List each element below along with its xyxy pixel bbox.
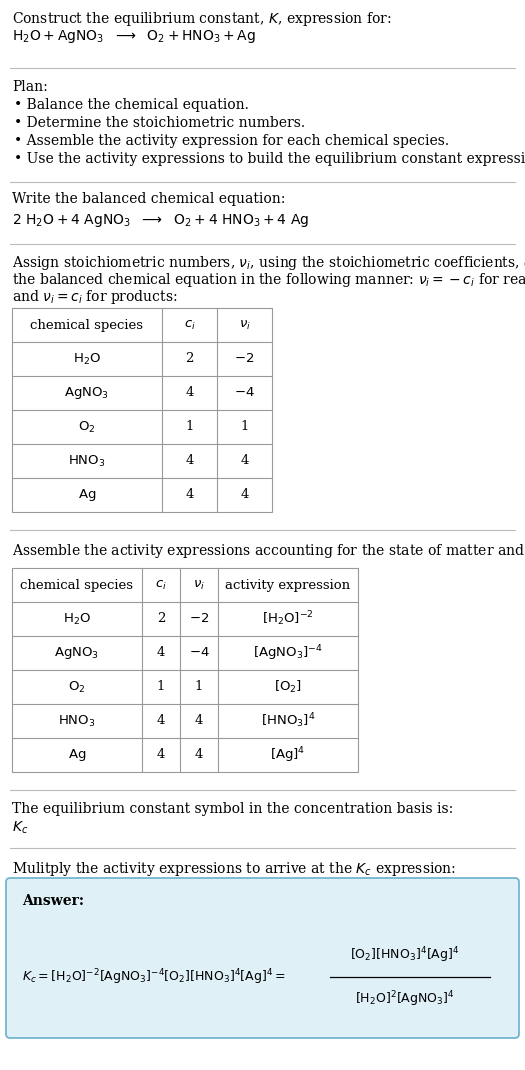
Text: $[\mathrm{O_2}] [\mathrm{HNO_3}]^4 [\mathrm{Ag}]^4$: $[\mathrm{O_2}] [\mathrm{HNO_3}]^4 [\mat… [350, 945, 460, 965]
Text: the balanced chemical equation in the following manner: $\nu_i = -c_i$ for react: the balanced chemical equation in the fo… [12, 271, 525, 289]
Text: $\mathrm{H_2O}$: $\mathrm{H_2O}$ [73, 351, 101, 367]
Text: 4: 4 [157, 715, 165, 728]
Text: Construct the equilibrium constant, $K$, expression for:: Construct the equilibrium constant, $K$,… [12, 10, 392, 28]
Text: 4: 4 [195, 749, 203, 762]
Text: • Assemble the activity expression for each chemical species.: • Assemble the activity expression for e… [14, 134, 449, 148]
Text: $[\mathrm{O_2}]$: $[\mathrm{O_2}]$ [274, 679, 302, 696]
Text: $\mathrm{H_2O}$: $\mathrm{H_2O}$ [63, 611, 91, 627]
Text: chemical species: chemical species [20, 579, 133, 592]
Text: $\mathrm{O_2}$: $\mathrm{O_2}$ [78, 419, 96, 434]
Text: 1: 1 [185, 421, 194, 433]
Text: The equilibrium constant symbol in the concentration basis is:: The equilibrium constant symbol in the c… [12, 802, 453, 816]
Text: Answer:: Answer: [22, 895, 84, 908]
Text: Mulitply the activity expressions to arrive at the $K_c$ expression:: Mulitply the activity expressions to arr… [12, 860, 456, 878]
Text: 1: 1 [195, 681, 203, 693]
Text: $-2$: $-2$ [189, 612, 209, 626]
Text: • Use the activity expressions to build the equilibrium constant expression.: • Use the activity expressions to build … [14, 152, 525, 166]
Text: chemical species: chemical species [30, 319, 143, 332]
Text: $-4$: $-4$ [188, 646, 209, 659]
Text: 4: 4 [240, 455, 249, 468]
Text: $\mathrm{HNO_3}$: $\mathrm{HNO_3}$ [68, 454, 106, 469]
Text: $\mathrm{2\ H_2O + 4\ AgNO_3 \ \ \longrightarrow \ \ O_2 + 4\ HNO_3 + 4\ Ag}$: $\mathrm{2\ H_2O + 4\ AgNO_3 \ \ \longri… [12, 212, 309, 229]
Text: $\mathrm{H_2O + AgNO_3 \ \ \longrightarrow \ \ O_2 + HNO_3 + Ag}$: $\mathrm{H_2O + AgNO_3 \ \ \longrightarr… [12, 28, 256, 45]
FancyBboxPatch shape [6, 878, 519, 1038]
Text: Assemble the activity expressions accounting for the state of matter and $\nu_i$: Assemble the activity expressions accoun… [12, 542, 525, 560]
Text: Write the balanced chemical equation:: Write the balanced chemical equation: [12, 192, 286, 207]
Bar [12, 568, 358, 771]
Text: and $\nu_i = c_i$ for products:: and $\nu_i = c_i$ for products: [12, 288, 177, 306]
Text: $\mathrm{Ag}$: $\mathrm{Ag}$ [78, 487, 96, 503]
Text: $c_i$: $c_i$ [184, 319, 195, 332]
Text: 4: 4 [195, 715, 203, 728]
Text: 2: 2 [185, 352, 194, 366]
Text: $\mathrm{HNO_3}$: $\mathrm{HNO_3}$ [58, 714, 96, 729]
Text: $\nu_i$: $\nu_i$ [238, 319, 250, 332]
Text: • Determine the stoichiometric numbers.: • Determine the stoichiometric numbers. [14, 116, 305, 129]
Text: 2: 2 [157, 612, 165, 626]
Text: 1: 1 [240, 421, 249, 433]
Text: $\mathrm{Ag}$: $\mathrm{Ag}$ [68, 747, 86, 763]
Text: $\mathrm{AgNO_3}$: $\mathrm{AgNO_3}$ [55, 645, 100, 661]
Text: activity expression: activity expression [225, 579, 351, 592]
Text: $c_i$: $c_i$ [155, 579, 167, 592]
Text: Assign stoichiometric numbers, $\nu_i$, using the stoichiometric coefficients, $: Assign stoichiometric numbers, $\nu_i$, … [12, 254, 525, 272]
Text: 4: 4 [185, 489, 194, 502]
Text: $K_c = [\mathrm{H_2O}]^{-2} [\mathrm{AgNO_3}]^{-4} [\mathrm{O_2}] [\mathrm{HNO_3: $K_c = [\mathrm{H_2O}]^{-2} [\mathrm{AgN… [22, 967, 286, 987]
Text: 4: 4 [157, 749, 165, 762]
Text: 4: 4 [185, 386, 194, 399]
Text: $\mathrm{O_2}$: $\mathrm{O_2}$ [68, 679, 86, 694]
Text: $[\mathrm{Ag}]^4$: $[\mathrm{Ag}]^4$ [270, 745, 306, 765]
Text: $[\mathrm{H_2O}]^2 [\mathrm{AgNO_3}]^4$: $[\mathrm{H_2O}]^2 [\mathrm{AgNO_3}]^4$ [355, 989, 455, 1009]
Text: Plan:: Plan: [12, 80, 48, 94]
Text: $[\mathrm{AgNO_3}]^{-4}$: $[\mathrm{AgNO_3}]^{-4}$ [253, 643, 323, 662]
Text: $-4$: $-4$ [234, 386, 255, 399]
Text: $\nu_i$: $\nu_i$ [193, 579, 205, 592]
Text: $K_c$: $K_c$ [12, 820, 28, 837]
Text: • Balance the chemical equation.: • Balance the chemical equation. [14, 98, 249, 112]
Text: 4: 4 [240, 489, 249, 502]
Text: 4: 4 [185, 455, 194, 468]
Text: $\mathrm{AgNO_3}$: $\mathrm{AgNO_3}$ [65, 385, 110, 401]
Text: $-2$: $-2$ [234, 352, 255, 366]
Text: 1: 1 [157, 681, 165, 693]
Text: $[\mathrm{H_2O}]^{-2}$: $[\mathrm{H_2O}]^{-2}$ [262, 610, 314, 628]
Text: $[\mathrm{HNO_3}]^4$: $[\mathrm{HNO_3}]^4$ [261, 712, 315, 731]
Bar [12, 308, 272, 513]
Text: 4: 4 [157, 646, 165, 659]
